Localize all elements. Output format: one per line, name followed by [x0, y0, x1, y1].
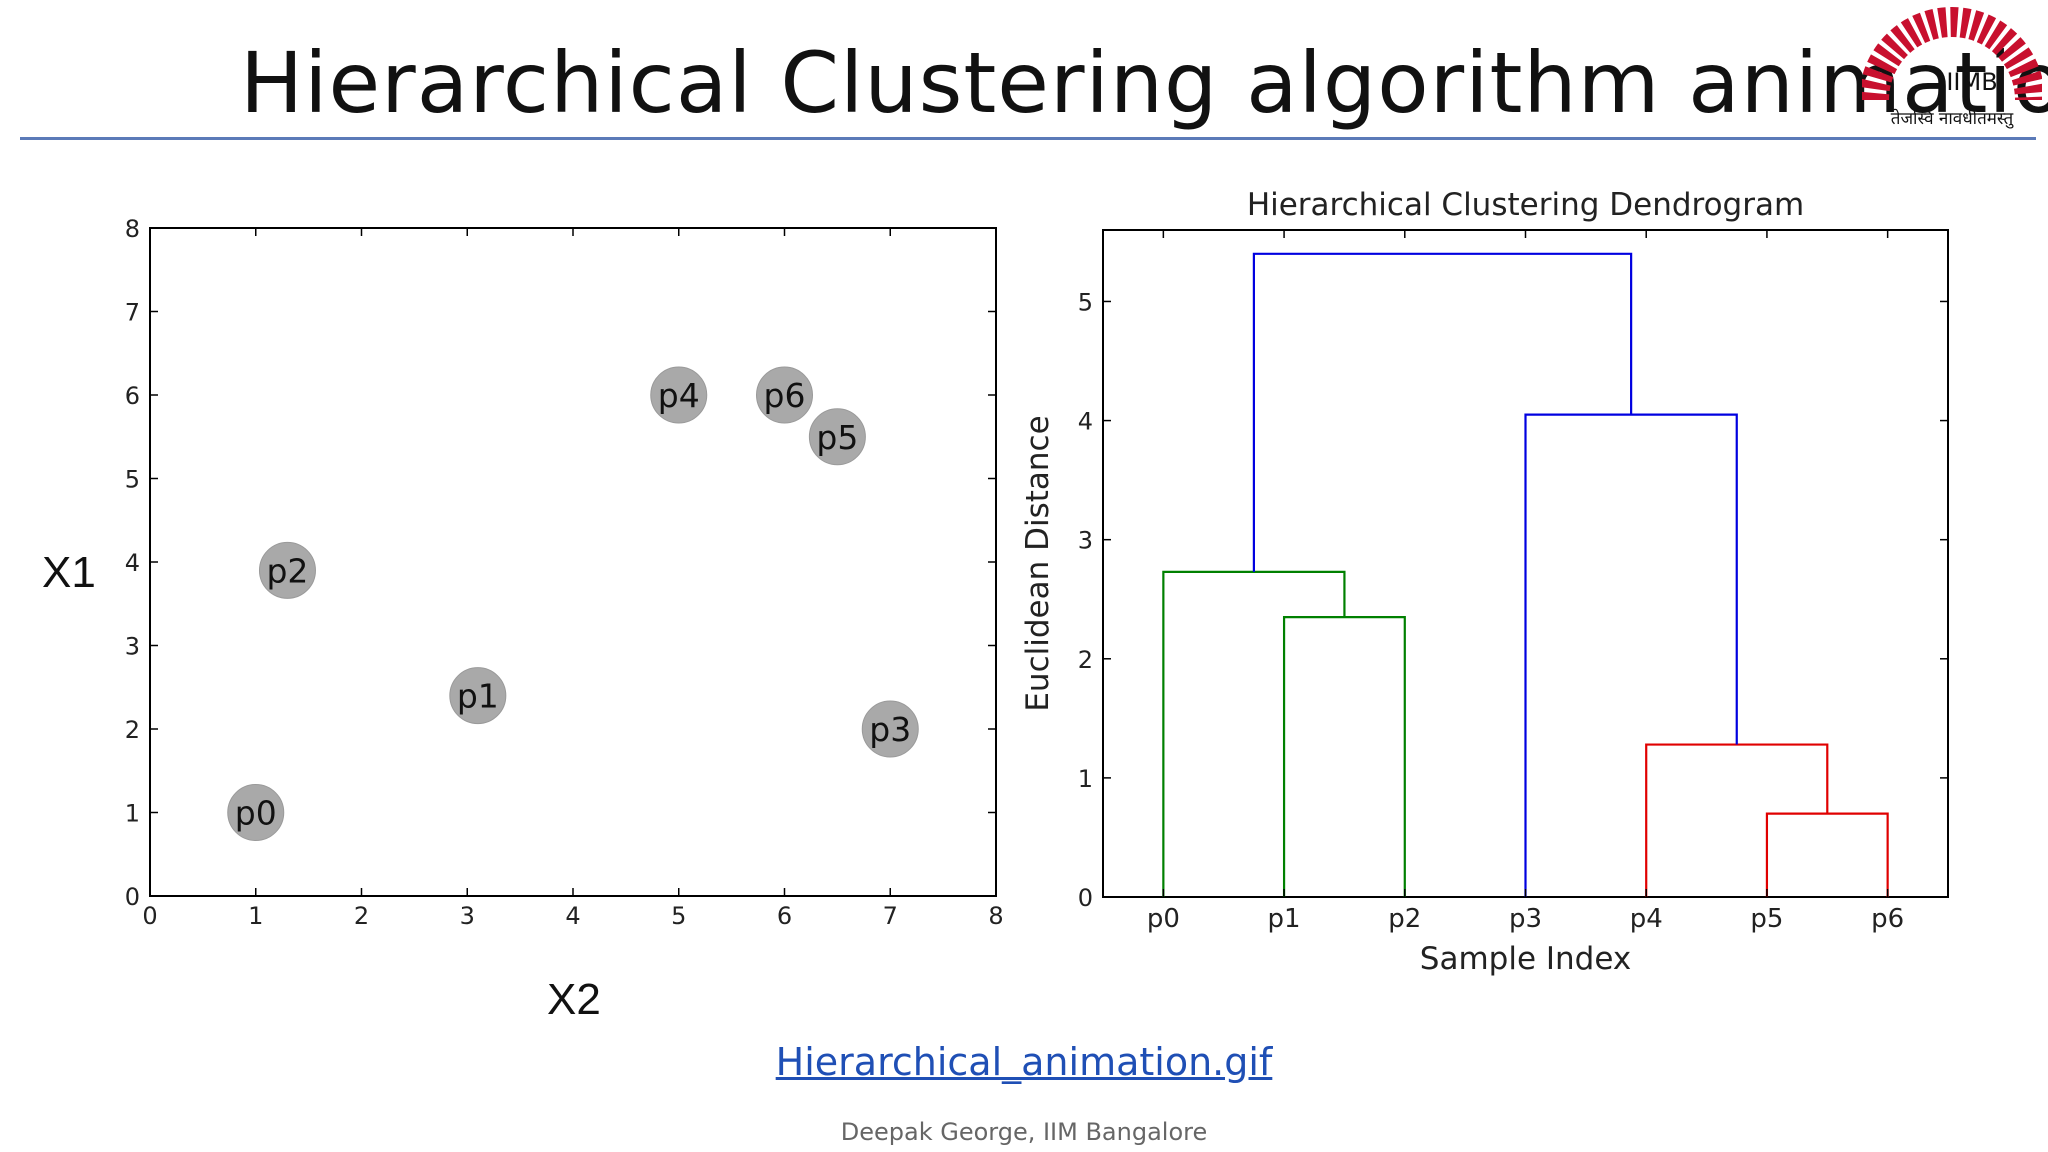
x1-axis-label: X1: [42, 548, 96, 597]
leaf-label-p1: p1: [1268, 904, 1301, 934]
x-tick-label: 0: [142, 902, 157, 930]
y-tick-label: 3: [125, 633, 140, 661]
y-tick-label: 1: [125, 800, 140, 828]
y-tick-label: 2: [1078, 646, 1093, 674]
x-tick-label: 4: [565, 902, 580, 930]
slide-title: Hierarchical Clustering algorithm animat…: [240, 34, 2048, 132]
y-tick-label: 7: [125, 299, 140, 327]
dendrogram-link: [1765, 812, 1889, 897]
dendrogram-link: [1645, 743, 1829, 897]
point-label-p2: p2: [266, 551, 308, 590]
x-tick-label: 6: [777, 902, 792, 930]
dendrogram-chart: Hierarchical Clustering Dendrogram p0 p1 p2…: [1020, 187, 1949, 977]
y-tick-label: 8: [125, 215, 140, 243]
x-tick-label: 5: [671, 902, 686, 930]
y-tick-label: 3: [1078, 527, 1093, 555]
x-tick-label: 1: [248, 902, 263, 930]
point-label-p0: p0: [235, 794, 277, 833]
dendrogram-link: [1524, 413, 1738, 897]
leaf-label-p4: p4: [1630, 904, 1663, 934]
x-tick-label: 8: [988, 902, 1003, 930]
slide-footer: Deepak George, IIM Bangalore: [840, 1118, 1208, 1146]
x-tick-label: 3: [460, 902, 475, 930]
point-marker-p1: [449, 667, 507, 725]
leaf-label-p6: p6: [1871, 904, 1904, 934]
y-tick-label: 1: [1078, 765, 1093, 793]
y-tick-label: 4: [125, 549, 140, 577]
scatter-plot: 0 1 2 3 4 5 6 7 8 0 1 2 3 4 5 6 7 8 p0 p1 p2 p3 p4 p5 p6: [125, 215, 1004, 930]
chart-title: Hierarchical Clustering Dendrogram: [1247, 187, 1804, 223]
iimb-logo: IIMB तेजस्वि नावधीतमस्तु: [1862, 7, 2042, 129]
logo-motto: तेजस्वि नावधीतमस्तु: [1891, 108, 2014, 129]
y-tick-label: 0: [125, 883, 140, 911]
x-axis-title: Sample Index: [1420, 941, 1631, 977]
point-marker-p5: [808, 408, 866, 466]
leaf-label-p3: p3: [1509, 904, 1542, 934]
point-label-p1: p1: [457, 677, 499, 716]
leaf-label-p0: p0: [1147, 904, 1180, 934]
title-divider: [20, 137, 2036, 140]
y-tick-label: 2: [125, 716, 140, 744]
y-tick-label: 4: [1078, 408, 1093, 436]
point-label-p3: p3: [869, 710, 911, 749]
point-marker-p2: [258, 541, 316, 599]
iimb-logo-icon: [1862, 7, 2042, 101]
y-tick-label: 5: [1078, 288, 1093, 316]
x-tick-label: 7: [883, 902, 898, 930]
y-tick-label: 6: [125, 382, 140, 410]
x-tick-label: 2: [354, 902, 369, 930]
point-marker-p6: [756, 366, 813, 424]
point-label-p6: p6: [764, 376, 806, 415]
leaf-label-p5: p5: [1750, 904, 1783, 934]
point-marker-p0: [227, 784, 285, 841]
y-axis-title: Euclidean Distance: [1020, 415, 1056, 711]
point-label-p4: p4: [658, 376, 700, 415]
x2-axis-label: X2: [547, 975, 601, 1024]
point-label-p5: p5: [816, 418, 858, 457]
logo-text: IIMB: [1946, 68, 1997, 96]
point-marker-p4: [650, 366, 708, 424]
leaf-label-p2: p2: [1388, 904, 1421, 934]
y-tick-label: 5: [125, 466, 140, 494]
dendrogram-link: [1282, 615, 1406, 897]
point-marker-p3: [861, 700, 919, 758]
dendrogram-link: [1162, 570, 1346, 897]
animation-gif-link[interactable]: Hierarchical_animation.gif: [775, 1040, 1273, 1084]
dendrogram-link: [1252, 252, 1633, 572]
y-tick-label: 0: [1078, 884, 1093, 912]
